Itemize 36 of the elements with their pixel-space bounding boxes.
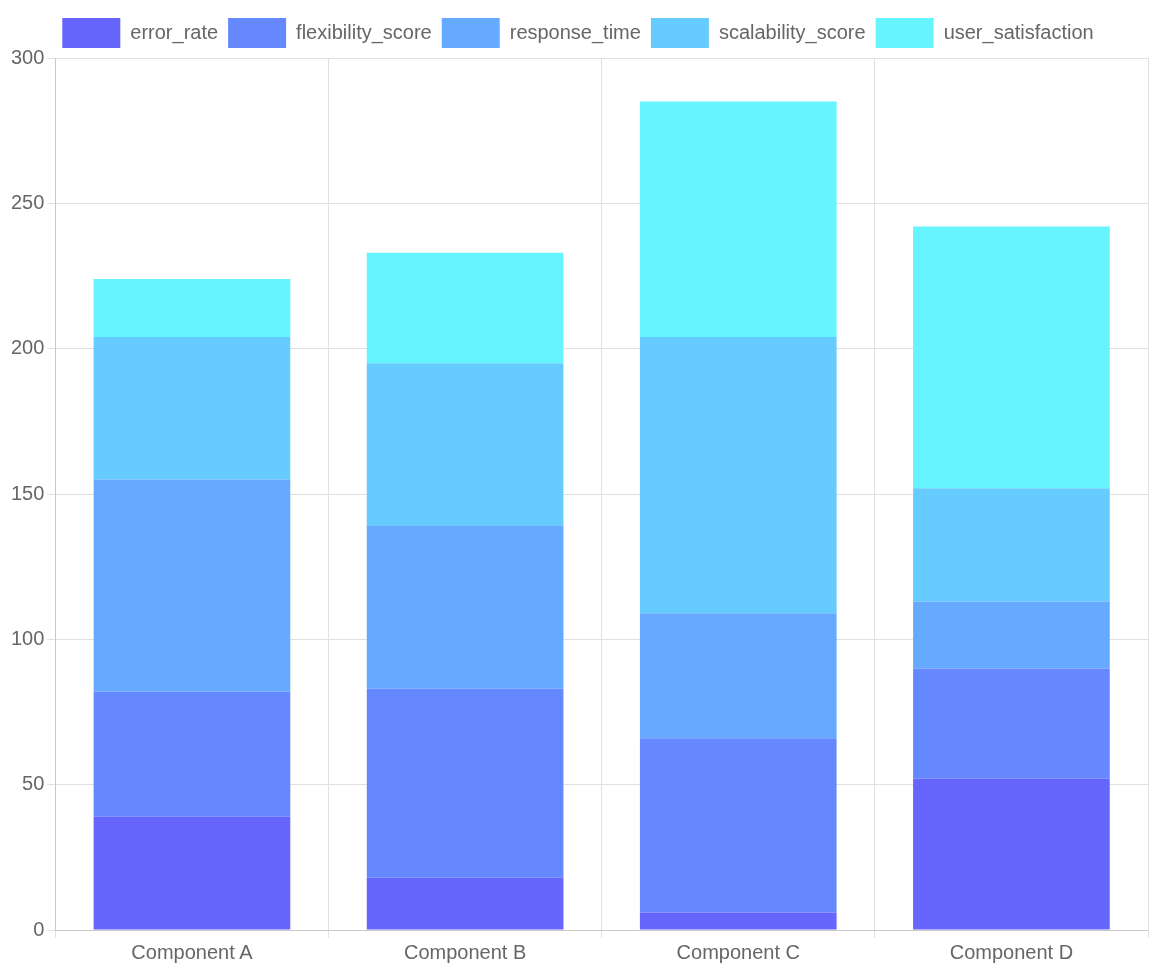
x-tick-label: Component A <box>131 940 254 963</box>
x-tick-label: Component D <box>949 940 1074 963</box>
legend-label: scalability_score <box>718 20 866 44</box>
bar <box>913 778 1110 930</box>
bar <box>639 912 837 930</box>
bar <box>93 278 291 338</box>
y-tick-label: 200 <box>10 336 45 359</box>
y-tick-label: 0 <box>33 917 45 940</box>
bar <box>93 691 291 817</box>
bar <box>639 738 837 913</box>
bar <box>366 525 564 689</box>
legend-label: flexibility_score <box>296 20 432 44</box>
bar <box>366 877 564 930</box>
y-tick-label: 150 <box>10 481 45 504</box>
y-tick-label: 250 <box>10 190 45 213</box>
bar <box>366 252 564 364</box>
bar <box>366 363 564 526</box>
legend-label: response_time <box>509 20 641 44</box>
legend-label: user_satisfaction <box>943 20 1094 44</box>
y-tick-label: 300 <box>10 45 45 68</box>
bar <box>93 816 291 930</box>
bar <box>913 488 1110 602</box>
bar <box>93 337 291 480</box>
x-tick-label: Component C <box>676 940 800 963</box>
bar <box>366 688 564 878</box>
bar <box>913 226 1110 489</box>
bar <box>913 601 1110 669</box>
bar <box>639 613 837 739</box>
y-tick-label: 100 <box>10 626 45 649</box>
y-tick-label: 50 <box>22 772 45 795</box>
legend-label: error_rate <box>130 20 219 44</box>
bar <box>639 101 837 338</box>
bar <box>913 668 1110 779</box>
bar <box>93 479 291 692</box>
bar <box>639 337 837 614</box>
x-tick-label: Component B <box>403 940 527 963</box>
